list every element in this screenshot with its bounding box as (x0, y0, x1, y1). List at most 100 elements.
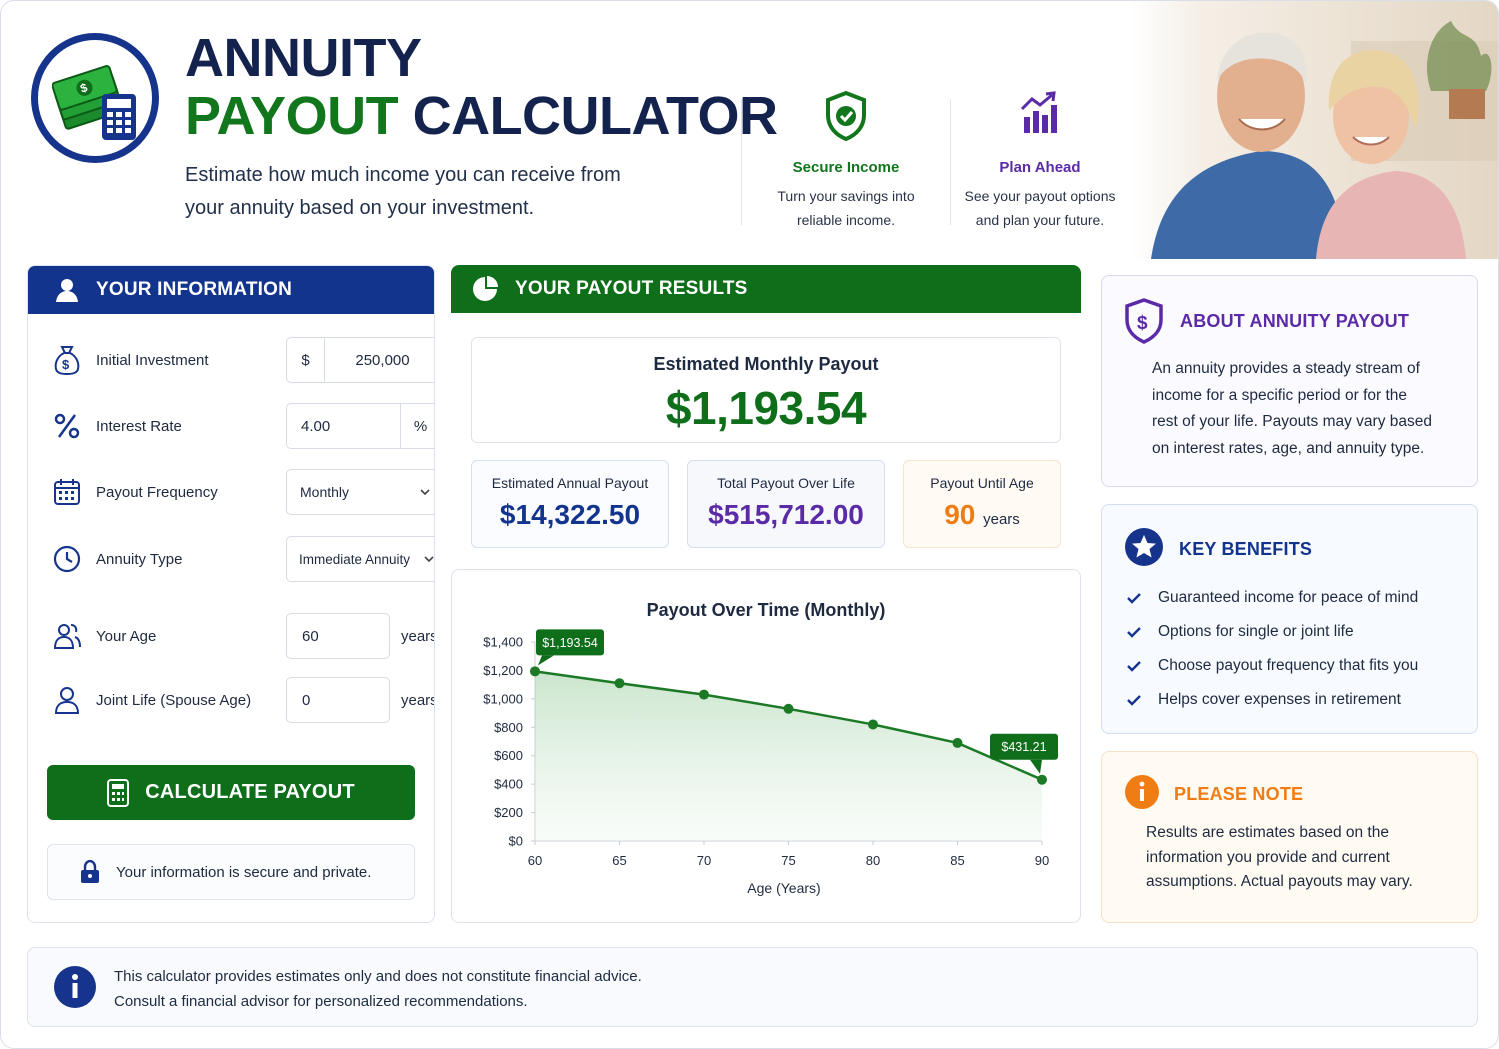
title-word-calculator: CALCULATOR (412, 86, 778, 146)
note-title: PLEASE NOTE (1174, 784, 1304, 804)
data-label-pointer (1030, 759, 1042, 774)
calculator-icon (107, 778, 130, 807)
field-label: Joint Life (Spouse Age) (96, 691, 252, 709)
check-icon (1127, 593, 1141, 604)
total-payout-card: Total Payout Over Life $515,712.00 (687, 460, 885, 548)
people-icon (52, 621, 82, 651)
benefit-item: Helps cover expenses in retirement (1126, 691, 1401, 709)
percent-suffix: % (400, 404, 434, 448)
info-icon (1125, 775, 1159, 809)
title-word-payout: PAYOUT (185, 86, 399, 146)
payout-frequency-value: Monthly (300, 484, 350, 500)
calculate-payout-button[interactable]: CALCULATE PAYOUT (47, 765, 415, 820)
field-label: Your Age (96, 627, 157, 645)
interest-rate-value[interactable]: 4.00 (301, 417, 331, 435)
data-point (614, 678, 625, 689)
x-tick-label: 70 (697, 853, 711, 868)
payout-until-age-label: Payout Until Age (930, 475, 1034, 491)
divider (741, 99, 742, 225)
senior-couple-photo (1131, 1, 1498, 259)
data-point (783, 703, 794, 714)
panel-header: YOUR INFORMATION (28, 266, 434, 314)
payout-until-age-value: 90 (944, 499, 976, 530)
check-icon (1127, 627, 1141, 638)
annuity-type-select[interactable]: Immediate Annuity (286, 536, 434, 582)
panel-title: YOUR INFORMATION (96, 279, 293, 300)
feature-secure-income: Secure Income Turn your savings into rel… (751, 91, 941, 232)
about-title: ABOUT ANNUITY PAYOUT (1180, 311, 1410, 331)
y-tick-label: $200 (494, 805, 523, 820)
initial-investment-field[interactable]: $ 250,000 (286, 337, 434, 383)
currency-prefix: $ (287, 338, 325, 382)
svg-text:$: $ (62, 357, 70, 372)
joint-life-row: Joint Life (Spouse Age) 0 years (52, 677, 434, 723)
svg-text:$: $ (79, 80, 90, 95)
title-line-1: ANNUITY (185, 28, 422, 88)
calendar-icon (52, 477, 82, 507)
chart-title: Payout Over Time (Monthly) (647, 600, 886, 620)
subtitle-line-2: your annuity based on your investment. (185, 197, 535, 219)
feature-title: Secure Income (792, 159, 900, 176)
panel-title: YOUR PAYOUT RESULTS (515, 278, 748, 299)
data-point (1037, 774, 1047, 785)
page-title: ANNUITY PAYOUT CALCULATOR (185, 29, 778, 145)
about-text: An annuity provides a steady stream of i… (1152, 360, 1432, 457)
your-age-value[interactable]: 60 (302, 627, 319, 645)
initial-investment-value[interactable]: 250,000 (355, 351, 410, 369)
about-annuity-card: $ ABOUT ANNUITY PAYOUT An annuity provid… (1101, 275, 1478, 487)
spouse-age-value[interactable]: 0 (302, 691, 311, 709)
payout-chart: Payout Over Time (Monthly) Age (Years) $… (483, 600, 1058, 896)
calculate-label: CALCULATE PAYOUT (145, 781, 355, 803)
annuity-type-row: Annuity Type Immediate Annuity (52, 536, 434, 582)
annual-payout-card: Estimated Annual Payout $14,322.50 (471, 460, 669, 548)
y-tick-label: $0 (509, 834, 523, 849)
field-label: Payout Frequency (96, 483, 218, 501)
data-point (952, 737, 963, 748)
feature-plan-ahead: Plan Ahead See your payout options and p… (945, 91, 1135, 232)
key-benefits-card: KEY BENEFITS Guaranteed income for peace… (1101, 504, 1478, 734)
data-label: $1,193.54 (542, 636, 598, 650)
x-tick-label: 60 (528, 853, 542, 868)
payout-until-age-card: Payout Until Age 90 years (903, 460, 1061, 548)
star-badge-icon (1125, 528, 1163, 566)
pie-chart-icon (471, 275, 499, 303)
benefit-item: Guaranteed income for peace of mind (1126, 589, 1418, 607)
benefit-item: Choose payout frequency that fits you (1126, 657, 1418, 675)
y-tick-label: $800 (494, 720, 523, 735)
benefit-item: Options for single or joint life (1126, 623, 1354, 641)
secure-text: Your information is secure and private. (116, 863, 372, 881)
initial-investment-row: $ Initial Investment $ 250,000 (52, 337, 434, 383)
annual-payout-label: Estimated Annual Payout (491, 475, 649, 491)
field-label: Annuity Type (96, 550, 183, 568)
data-label: $431.21 (1001, 740, 1046, 754)
x-tick-label: 65 (612, 853, 626, 868)
data-point (530, 666, 540, 677)
years-unit: years (401, 691, 435, 709)
annual-payout-value: $14,322.50 (499, 499, 641, 530)
benefits-title: KEY BENEFITS (1179, 539, 1313, 559)
feature-text: Turn your savings into reliable income. (777, 188, 915, 228)
check-icon (1127, 661, 1141, 672)
data-label-pointer (538, 655, 554, 666)
data-point (699, 689, 709, 700)
years-unit: years (983, 511, 1020, 528)
field-label: Initial Investment (96, 351, 209, 369)
subtitle-line-1: Estimate how much income you can receive… (185, 164, 621, 186)
money-bag-icon: $ (52, 345, 82, 375)
payout-frequency-select[interactable]: Monthly (286, 469, 434, 515)
note-text: Results are estimates based on the infor… (1146, 824, 1413, 890)
info-icon (54, 966, 96, 1008)
lock-icon (81, 860, 99, 883)
x-tick-label: 90 (1035, 853, 1049, 868)
y-tick-label: $1,200 (483, 663, 523, 678)
please-note-card: PLEASE NOTE Results are estimates based … (1101, 751, 1478, 923)
secure-notice: Your information is secure and private. (47, 844, 415, 900)
person-icon (52, 685, 82, 715)
data-label-box (990, 733, 1058, 760)
monthly-payout-card: Estimated Monthly Payout $1,193.54 (471, 337, 1061, 443)
interest-rate-field[interactable]: 4.00 % (286, 403, 434, 449)
calculator-money-logo: $ (31, 33, 159, 163)
your-age-input[interactable]: 60 (286, 613, 390, 659)
spouse-age-input[interactable]: 0 (286, 677, 390, 723)
